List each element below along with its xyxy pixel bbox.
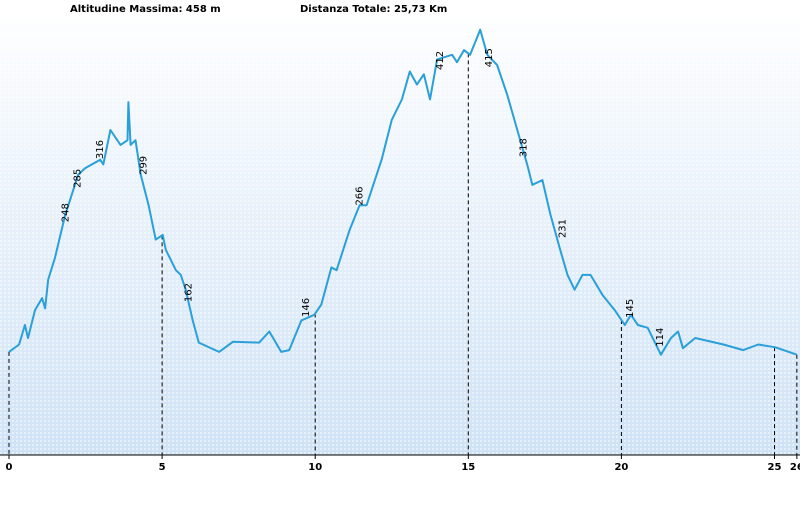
max-altitude: Altitudine Massima: 458 m [70,4,221,15]
header-band [0,0,800,18]
x-tick-label: 15 [461,462,475,473]
altitude-label: 146 [301,298,312,317]
x-tick-label: 25 [768,462,782,473]
altitude-label: 285 [72,169,83,188]
altitude-label: 299 [139,156,150,175]
altitude-label: 145 [625,299,636,318]
altitude-label: 318 [518,138,529,157]
altitude-label: 266 [355,186,366,205]
altitude-label: 231 [557,219,568,238]
plot-pattern [0,0,800,455]
x-tick-label: 26 [790,462,800,473]
altitude-label: 162 [184,283,195,302]
x-tick-label: 20 [614,462,628,473]
altitude-label: 248 [60,203,71,222]
total-distance: Distanza Totale: 25,73 Km [300,4,447,15]
elevation-line [8,28,798,356]
altitude-label: 114 [655,328,666,347]
x-tick-label: 5 [159,462,166,473]
x-tick-label: 10 [308,462,322,473]
altitude-label: 415 [484,48,495,67]
altitude-label: 412 [435,51,446,70]
altitude-label: 316 [95,140,106,159]
x-tick-label: 0 [6,462,13,473]
